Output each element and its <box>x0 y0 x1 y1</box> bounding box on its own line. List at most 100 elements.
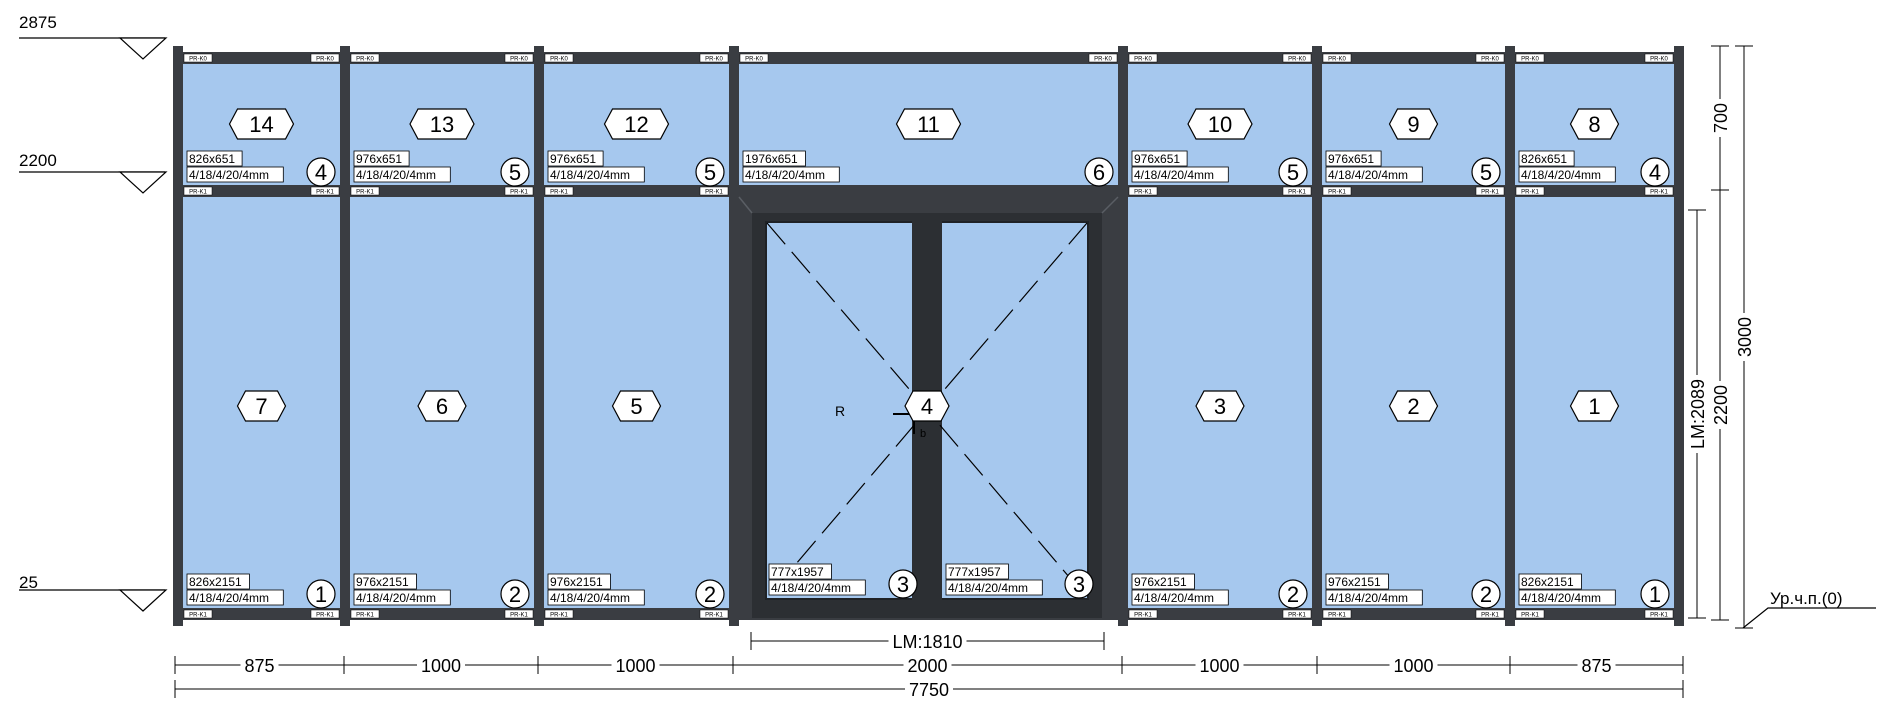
size-box <box>353 573 417 590</box>
hex-marker <box>904 390 950 422</box>
node-number-top: 4 <box>1649 160 1661 185</box>
door-lm-dim-label: LM:1810 <box>892 632 962 652</box>
pane-top-glass: 4/18/4/20/4mm <box>1328 168 1408 182</box>
pane-top-glass: 4/18/4/20/4mm <box>189 168 269 182</box>
pane-top-glass: 4/18/4/20/4mm <box>356 168 436 182</box>
profile-tag-box <box>310 53 340 63</box>
node-circle <box>1278 579 1308 609</box>
profile-tag: PR-K0 <box>1094 57 1112 63</box>
profile-tag: PR-K1 <box>1134 613 1152 619</box>
profile-tag-box <box>504 609 534 619</box>
pane-bottom-glass: 4/18/4/20/4mm <box>356 591 436 605</box>
hex-marker <box>611 390 662 422</box>
mullion <box>1312 46 1322 626</box>
door-leaf-glass: 4/18/4/20/4mm <box>948 581 1028 595</box>
profile-tag-box <box>1515 186 1545 196</box>
size-box <box>353 150 410 167</box>
hex-marker <box>409 108 475 140</box>
profile-tag: PR-K0 <box>316 57 334 63</box>
pane-top-size: 976x651 <box>1328 152 1374 166</box>
pane-top-size: 976x651 <box>1134 152 1180 166</box>
hex-marker <box>417 390 467 422</box>
door-assembly: bR <box>738 196 1119 618</box>
node-circle <box>1471 157 1501 187</box>
glass-box <box>1325 589 1423 606</box>
pane-top-glass: 4/18/4/20/4mm <box>745 168 825 182</box>
node-number-top: 5 <box>704 160 716 185</box>
glass-box <box>1131 166 1229 183</box>
profile-tag-box <box>1644 53 1674 63</box>
profile-tag-box <box>1128 53 1158 63</box>
profile-tag-box <box>1322 609 1352 619</box>
node-number-bottom: 2 <box>509 582 521 607</box>
pane-number-top: 9 <box>1407 112 1419 137</box>
transom-frame <box>175 185 1682 197</box>
profile-tag-box <box>544 609 574 619</box>
profile-tag: PR-K1 <box>316 190 334 196</box>
size-box <box>547 573 611 590</box>
mullion <box>173 46 183 626</box>
width-dim-label: 875 <box>244 656 274 676</box>
level-ref-label: Ур.ч.п.(0) <box>1770 589 1843 608</box>
level-triangle <box>118 171 168 194</box>
profile-tag: PR-K1 <box>550 613 568 619</box>
height-bottom-dim-label-bg <box>1709 381 1731 429</box>
hex-marker <box>1569 108 1620 140</box>
node-number-bottom: 1 <box>1649 582 1661 607</box>
profile-tag: PR-K1 <box>550 190 568 196</box>
profile-tag: PR-K1 <box>1521 613 1539 619</box>
width-dim-label: 875 <box>1581 656 1611 676</box>
width-dim-label: 1000 <box>421 656 461 676</box>
glass-box <box>547 589 645 606</box>
profile-tag-box <box>183 186 213 196</box>
profile-tag-box <box>699 53 729 63</box>
node-circle <box>888 569 918 599</box>
profile-tag-box <box>699 186 729 196</box>
pane-number-top: 11 <box>917 112 940 137</box>
node-number-top: 5 <box>1287 160 1299 185</box>
profile-tag-box <box>1088 53 1118 63</box>
profile-tag-box <box>350 609 380 619</box>
profile-tag: PR-K1 <box>189 190 207 196</box>
pane-bottom-glass: 4/18/4/20/4mm <box>1521 591 1601 605</box>
glass-box <box>353 589 451 606</box>
profile-tag-box <box>739 53 769 63</box>
glass-box <box>768 579 866 596</box>
total-width-dim-label-bg <box>905 678 953 698</box>
mullion <box>534 46 544 626</box>
profile-tag: PR-K1 <box>1481 613 1499 619</box>
pane-bottom-size: 826x2151 <box>1521 575 1574 589</box>
profile-tag: PR-K1 <box>1650 190 1668 196</box>
size-box <box>186 573 250 590</box>
door-leaf-glass <box>767 223 912 598</box>
profile-tag-box <box>1644 186 1674 196</box>
pane-number-bottom: 3 <box>1214 394 1226 419</box>
door-leaf-glass <box>942 223 1087 598</box>
level-label: 2875 <box>19 13 57 32</box>
width-dim-label: 1000 <box>1393 656 1433 676</box>
level-markers: 2875 2200 2 5 Ур.ч.п.(0) <box>19 13 1876 629</box>
profile-tag: PR-K1 <box>1328 190 1346 196</box>
level-label: 2200 <box>19 151 57 170</box>
door-handle-mark: b <box>920 428 926 440</box>
profile-tag-box <box>183 53 213 63</box>
profile-tag: PR-K0 <box>1328 57 1346 63</box>
glass-box <box>186 589 284 606</box>
door-leaf-node: 3 <box>897 572 909 597</box>
pane-number-bottom: 1 <box>1588 394 1600 419</box>
profile-tag: PR-K1 <box>1134 190 1152 196</box>
glass-box <box>1518 166 1616 183</box>
profile-tag: PR-K0 <box>1521 57 1539 63</box>
node-number-bottom: 2 <box>704 582 716 607</box>
width-dim-label-bg <box>1577 654 1616 674</box>
profile-tag: PR-K0 <box>1481 57 1499 63</box>
glass-box <box>742 166 840 183</box>
hex-marker <box>228 108 295 140</box>
profile-tag-box <box>699 609 729 619</box>
hex-marker <box>1569 390 1620 422</box>
profile-tag-box <box>1128 186 1158 196</box>
node-number-top: 5 <box>509 160 521 185</box>
size-box <box>1325 573 1389 590</box>
height-top-dim-label-bg <box>1709 99 1731 137</box>
